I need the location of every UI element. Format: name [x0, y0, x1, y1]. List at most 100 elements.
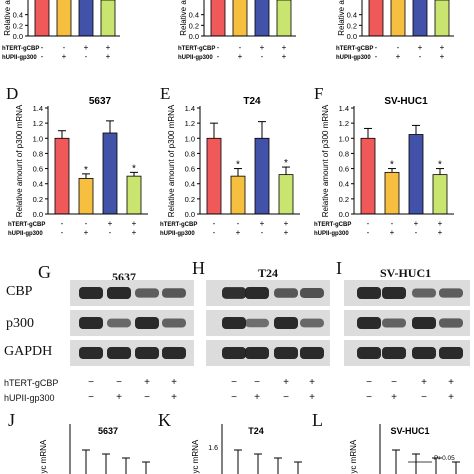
- top-row-charts: Relative a 0.40.20.0hTERT-gCBPhUPII-gp300…: [2, 0, 454, 61]
- y-tick-label-f-6: 0.2: [339, 195, 349, 204]
- band-5637-cbp-3: [135, 288, 159, 298]
- band-5637-gapdh-3: [135, 347, 159, 359]
- sign-gcbp-d-1: -: [61, 219, 64, 228]
- y-axis-label-d: Relative amount of p300 mRNA: [15, 104, 24, 217]
- significance-star-e-4: *: [284, 158, 288, 169]
- sign-gcbp-b-4: +: [282, 43, 287, 52]
- y-axis-label-b: Relative a: [179, 0, 188, 36]
- condition-label-gcbp-d: hTERT-gCBP: [8, 222, 45, 228]
- band-5637-gapdh-2: [107, 347, 131, 359]
- condition-label-gcbp-b: hTERT-gCBP: [178, 46, 215, 52]
- sign-gp300-b-1: -: [217, 52, 220, 61]
- blot-sign-gcbp-3: +: [144, 377, 150, 388]
- sign-gp300-c-3: -: [419, 52, 422, 61]
- y-axis-label-a: Relative a: [3, 0, 12, 36]
- bar-a-1: [34, 0, 50, 37]
- sign-gp300-d-4: +: [132, 228, 137, 237]
- blot-row-label-p300: p300: [6, 316, 34, 331]
- band-t24-p300-3: [274, 317, 298, 329]
- y-axis-label-f: Relative amount of p300 mRNA: [321, 104, 330, 217]
- condition-label-gp300-d: hUPII-gp300: [8, 231, 43, 237]
- blot-title-sv-huc1: SV-HUC1: [380, 266, 432, 280]
- condition-label-gcbp-a: hTERT-gCBP: [2, 46, 39, 52]
- chart-title-l: SV-HUC1: [390, 426, 429, 436]
- significance-star-d-2: *: [84, 165, 88, 176]
- blot-row-label-cbp: CBP: [6, 284, 33, 299]
- bar-f-2: [384, 171, 400, 215]
- sign-gcbp-c-3: +: [418, 43, 423, 52]
- y-axis-label-j: Myc mRNA: [39, 439, 48, 474]
- band-t24-gapdh-2: [245, 347, 269, 359]
- band-t24-p300-2: [245, 318, 269, 328]
- band-5637-cbp-2: [107, 287, 131, 299]
- blot-sign-t24-gcbp-2: −: [254, 377, 260, 388]
- panel-label-f: F: [314, 84, 324, 103]
- sign-gp300-e-3: -: [261, 228, 264, 237]
- condition-label-gp300-f: hUPII-gp300: [314, 231, 349, 237]
- significance-star-d-4: *: [132, 163, 136, 174]
- band-t24-cbp-2: [245, 287, 269, 299]
- y-tick-label-d-2: 1.0: [33, 134, 43, 143]
- panel-label-j: J: [8, 410, 16, 430]
- blot-condition-label-gp300: hUPII-gp300: [4, 393, 55, 403]
- chart-title-j: 5637: [98, 426, 118, 436]
- band-5637-gapdh-4: [162, 347, 186, 359]
- sign-gcbp-e-1: -: [213, 219, 216, 228]
- band-sv-huc1-p300-3: [412, 317, 436, 329]
- y-tick-label-b-2: 0.0: [189, 32, 199, 41]
- western-blots: [70, 280, 470, 366]
- y-tick-label-d-4: 0.6: [33, 165, 43, 174]
- y-tick-label-e-4: 0.6: [185, 165, 195, 174]
- y-tick-label-d-0: 1.4: [33, 104, 43, 113]
- sign-gcbp-d-3: +: [108, 219, 113, 228]
- mid-row-charts: 5637 Relative amount of p300 mRNA 1.4 1.2 1.…: [8, 96, 454, 237]
- panel-label-e: E: [160, 84, 171, 103]
- bar-f-3: [408, 134, 424, 215]
- y-tick-label-d-3: 0.8: [33, 149, 43, 158]
- band-t24-cbp-4: [300, 288, 324, 298]
- blot-sign-gp300-4: +: [171, 392, 177, 403]
- blot-sign-sv-gcbp-4: +: [448, 377, 454, 388]
- sign-gcbp-f-1: -: [367, 219, 370, 228]
- y-tick-label-a-0: 0.4: [13, 11, 23, 20]
- y-tick-label-c-1: 0.2: [347, 21, 357, 30]
- blot-sign-sv-gcbp-3: +: [421, 377, 427, 388]
- bar-d-4: [126, 175, 142, 215]
- sign-gcbp-f-3: +: [414, 219, 419, 228]
- blot-sign-gcbp-2: −: [116, 377, 122, 388]
- band-sv-huc1-p300-2: [382, 318, 406, 328]
- bar-c-4: [434, 0, 450, 37]
- blot-sign-t24-gcbp-4: +: [309, 377, 315, 388]
- sign-gp300-a-1: -: [41, 52, 44, 61]
- bar-f-4: [432, 174, 448, 215]
- condition-label-gcbp-c: hTERT-gCBP: [336, 46, 373, 52]
- sign-gcbp-c-4: +: [440, 43, 445, 52]
- sign-gp300-d-3: -: [109, 228, 112, 237]
- y-tick-label-f-1: 1.2: [339, 119, 349, 128]
- y-tick-label-k-0: 1.6: [208, 445, 218, 452]
- y-tick-label-d-5: 0.4: [33, 180, 43, 189]
- sign-gp300-a-4: +: [106, 52, 111, 61]
- sign-gcbp-c-1: -: [375, 43, 378, 52]
- blot-sign-gcbp-4: +: [171, 377, 177, 388]
- band-t24-cbp-3: [274, 288, 298, 298]
- sign-gp300-f-2: +: [390, 228, 395, 237]
- sign-gp300-c-1: -: [375, 52, 378, 61]
- bar-e-4: [278, 174, 294, 215]
- bar-d-1: [54, 137, 70, 215]
- bar-a-4: [100, 0, 116, 37]
- band-5637-p300-4: [162, 318, 186, 328]
- sign-gcbp-e-3: +: [260, 219, 265, 228]
- bar-d-3: [102, 132, 118, 215]
- band-sv-huc1-cbp-1: [357, 287, 381, 299]
- y-tick-label-d-7: 0.0: [33, 210, 43, 219]
- sign-gp300-c-2: +: [396, 52, 401, 61]
- band-sv-huc1-cbp-2: [382, 287, 406, 299]
- blot-title-t24: T24: [258, 266, 279, 280]
- y-tick-label-d-1: 1.2: [33, 119, 43, 128]
- sign-gp300-e-4: +: [284, 228, 289, 237]
- band-5637-p300-1: [79, 317, 103, 329]
- condition-label-gp300-c: hUPII-gp300: [336, 55, 371, 61]
- sign-gcbp-a-4: +: [106, 43, 111, 52]
- bar-e-1: [206, 137, 222, 215]
